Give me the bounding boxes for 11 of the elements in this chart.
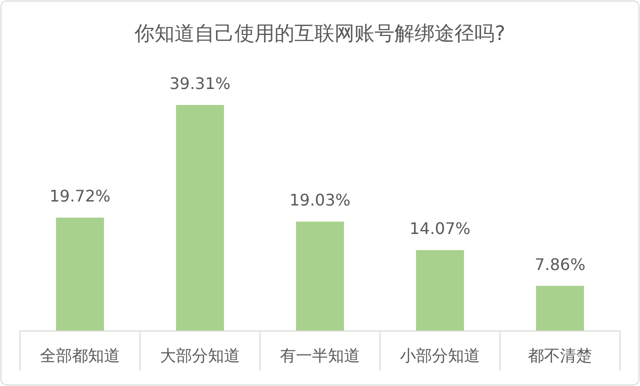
data-label: 14.07% [409,219,471,238]
data-label: 19.03% [289,190,351,210]
x-tick-label: 大部分知道 [160,346,240,365]
x-tick-label: 都不清楚 [528,346,592,365]
data-label: 7.86% [534,254,586,274]
title: 你知道自己使用的互联网账号解绑途径吗? [134,21,506,45]
x-tick-label: 小部分知道 [400,346,480,365]
data-label: 19.72% [49,186,111,206]
data-label: 39.31% [169,74,231,93]
x-tick-label: 有一半知道 [280,346,360,365]
x-tick-label: 全部都知道 [40,346,120,365]
